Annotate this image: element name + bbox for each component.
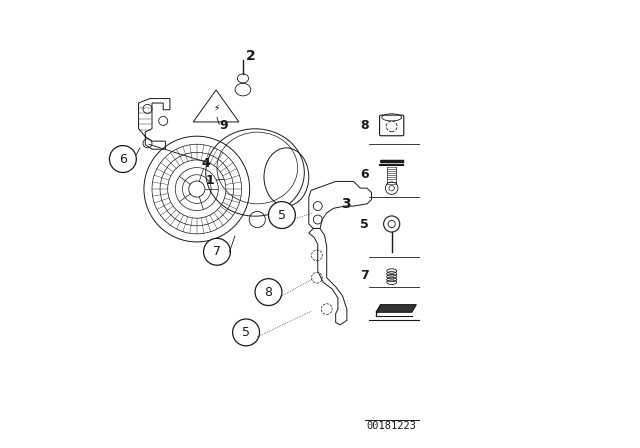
Text: 7: 7 — [213, 245, 221, 258]
Text: 5: 5 — [242, 326, 250, 339]
Circle shape — [204, 238, 230, 265]
Text: 6: 6 — [119, 152, 127, 166]
Text: 5: 5 — [360, 217, 369, 231]
Text: 00181223: 00181223 — [367, 422, 417, 431]
Text: 3: 3 — [341, 197, 351, 211]
Text: 8: 8 — [360, 119, 369, 132]
Polygon shape — [376, 305, 417, 312]
Circle shape — [255, 279, 282, 306]
Text: 6: 6 — [360, 168, 369, 181]
Text: 8: 8 — [264, 285, 273, 299]
Text: 2: 2 — [246, 49, 255, 63]
Circle shape — [269, 202, 296, 228]
Circle shape — [233, 319, 260, 346]
Circle shape — [109, 146, 136, 172]
Text: ⚡: ⚡ — [213, 104, 220, 113]
Text: 5: 5 — [278, 208, 286, 222]
Text: 4: 4 — [202, 157, 210, 170]
Text: 1: 1 — [206, 173, 214, 187]
Text: 7: 7 — [360, 269, 369, 282]
Text: 9: 9 — [220, 119, 228, 132]
